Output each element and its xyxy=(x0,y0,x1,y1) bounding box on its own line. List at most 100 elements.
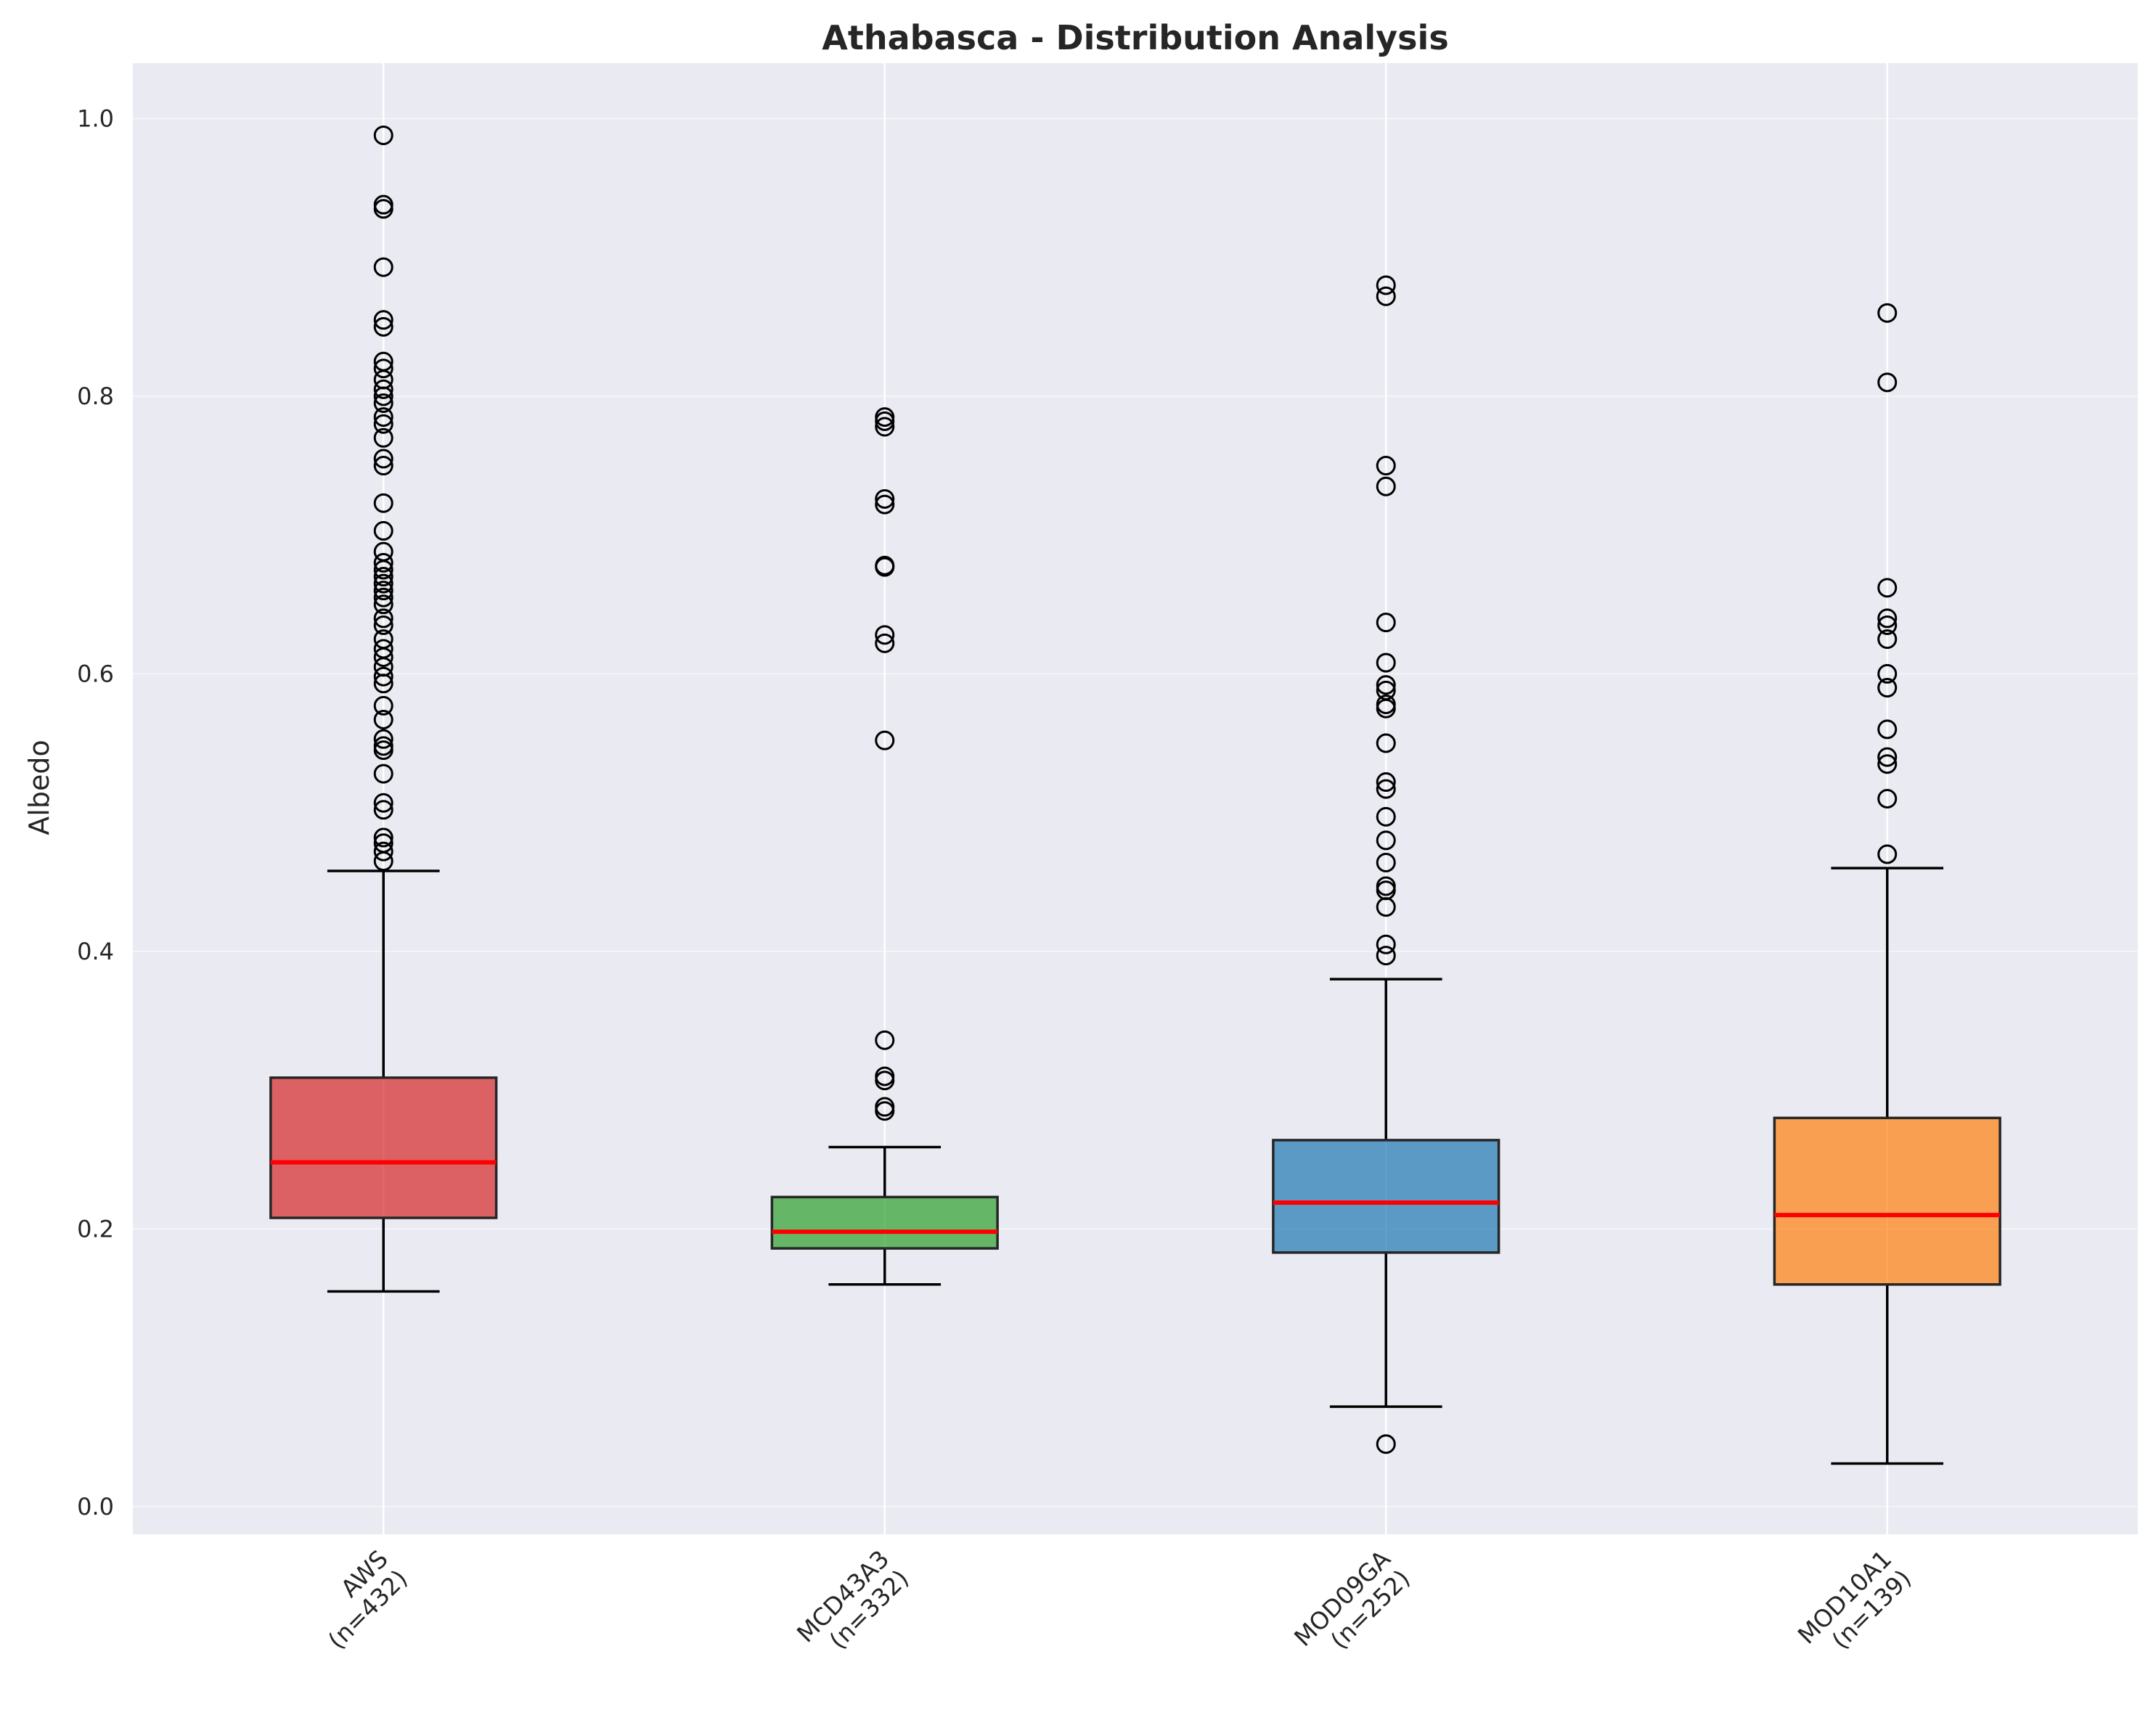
y-tick-label: 0.0 xyxy=(77,1493,114,1521)
iqr-box xyxy=(770,1195,999,1250)
outlier-point xyxy=(1376,830,1396,851)
outlier-point xyxy=(373,587,393,607)
iqr-box xyxy=(1272,1139,1500,1254)
outlier-point xyxy=(1877,747,1898,767)
outlier-point xyxy=(1376,897,1396,917)
outlier-point xyxy=(373,594,393,615)
y-tick-label: 0.8 xyxy=(77,382,114,410)
outlier-point xyxy=(373,427,393,448)
outlier-point xyxy=(373,125,393,145)
outlier-point xyxy=(1877,844,1898,864)
outlier-point xyxy=(875,557,895,577)
plot-area xyxy=(133,63,2138,1534)
outlier-point xyxy=(373,666,393,687)
y-tick-label: 0.4 xyxy=(77,938,114,965)
outlier-point xyxy=(1877,719,1898,740)
outlier-point xyxy=(373,493,393,513)
outlier-point xyxy=(373,456,393,476)
outlier-point xyxy=(875,488,895,509)
outlier-point xyxy=(373,573,393,594)
outlier-point xyxy=(1877,629,1898,650)
outlier-point xyxy=(1376,946,1396,966)
box-layer xyxy=(269,125,2001,1465)
outlier-point xyxy=(373,567,393,587)
outlier-point xyxy=(373,793,393,813)
outlier-point xyxy=(1877,303,1898,323)
outlier-point xyxy=(1376,275,1396,295)
outlier-point xyxy=(875,417,895,437)
outlier-point xyxy=(1877,372,1898,393)
outlier-point xyxy=(1376,613,1396,633)
box-group-mod09ga xyxy=(1272,275,1500,1454)
outlier-point xyxy=(1376,698,1396,719)
outlier-point xyxy=(373,647,393,667)
y-tick-labels: 0.0 0.2 0.4 0.6 0.8 1.0 xyxy=(77,105,114,1520)
outlier-point xyxy=(373,581,393,601)
y-tick-label: 0.2 xyxy=(77,1215,114,1243)
outlier-point xyxy=(373,851,393,872)
chart-title: Athabasca - Distribution Analysis xyxy=(822,18,1448,57)
outlier-point xyxy=(875,1030,895,1050)
outlier-point xyxy=(875,633,895,653)
outlier-point xyxy=(373,310,393,330)
outlier-point xyxy=(373,695,393,716)
box-group-mod10a1 xyxy=(1773,303,2001,1465)
y-tick-label: 0.6 xyxy=(77,660,114,687)
outlier-point xyxy=(1376,286,1396,306)
outlier-point xyxy=(1877,754,1898,774)
outlier-point xyxy=(373,764,393,784)
outlier-point xyxy=(373,386,393,406)
outlier-point xyxy=(1376,852,1396,872)
outlier-point xyxy=(373,359,393,379)
outlier-point xyxy=(373,827,393,848)
outlier-point xyxy=(373,379,393,399)
outlier-point xyxy=(373,414,393,434)
outlier-point xyxy=(373,740,393,761)
outlier-point xyxy=(373,199,393,219)
iqr-box xyxy=(1773,1116,2001,1286)
outlier-point xyxy=(373,552,393,573)
outlier-point xyxy=(875,625,895,645)
outlier-point xyxy=(1376,456,1396,476)
outlier-point xyxy=(373,393,393,414)
outlier-point xyxy=(373,407,393,427)
outlier-point xyxy=(1877,615,1898,635)
outlier-point xyxy=(1376,934,1396,954)
box-group-aws xyxy=(269,125,498,1293)
outlier-point xyxy=(1376,806,1396,827)
iqr-box xyxy=(269,1076,498,1219)
outlier-point xyxy=(1877,578,1898,598)
outlier-point xyxy=(373,710,393,730)
outlier-point xyxy=(373,729,393,749)
outlier-point xyxy=(373,520,393,541)
outlier-point xyxy=(1376,476,1396,496)
outlier-point xyxy=(373,316,393,337)
outlier-point xyxy=(875,494,895,515)
outlier-point xyxy=(1376,772,1396,793)
outlier-point xyxy=(1376,779,1396,799)
outlier-point xyxy=(1376,675,1396,695)
y-tick-label: 1.0 xyxy=(77,105,114,132)
outlier-point xyxy=(875,1071,895,1091)
outlier-point xyxy=(1877,678,1898,698)
box-group-mcd43a3 xyxy=(770,407,999,1286)
outlier-point xyxy=(373,800,393,820)
outlier-point xyxy=(1877,608,1898,629)
outlier-point xyxy=(1376,1434,1396,1454)
outlier-point xyxy=(373,841,393,862)
outlier-point xyxy=(1877,663,1898,684)
outlier-point xyxy=(875,1101,895,1121)
outlier-point xyxy=(373,449,393,469)
outlier-point xyxy=(373,674,393,694)
outlier-point xyxy=(875,730,895,750)
outlier-point xyxy=(875,411,895,431)
outlier-point xyxy=(1877,789,1898,809)
outlier-point xyxy=(1376,652,1396,673)
outlier-point xyxy=(373,608,393,629)
outlier-point xyxy=(373,560,393,580)
outlier-point xyxy=(373,257,393,277)
y-axis-label: Albedo xyxy=(23,740,55,835)
outlier-point xyxy=(1376,733,1396,753)
outlier-point xyxy=(373,615,393,635)
